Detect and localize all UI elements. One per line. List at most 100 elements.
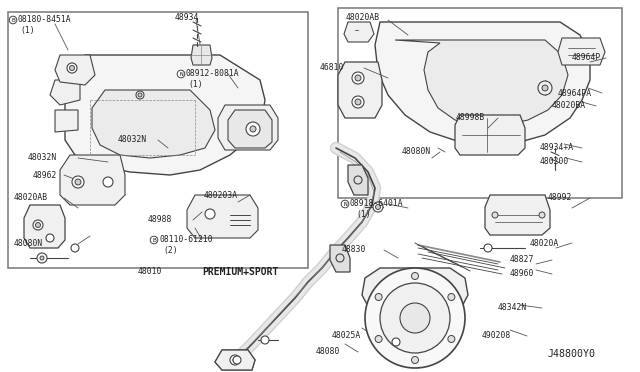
Circle shape [246,122,260,136]
Circle shape [365,268,465,368]
Text: 48830: 48830 [342,246,366,254]
Text: 08180-8451A: 08180-8451A [18,16,72,25]
Polygon shape [65,55,265,175]
Polygon shape [191,45,212,65]
Text: 48934+A: 48934+A [540,144,574,153]
Text: 48960: 48960 [510,269,534,279]
Text: 46810: 46810 [320,64,344,73]
Circle shape [380,283,450,353]
Circle shape [412,356,419,363]
Text: 48032N: 48032N [28,154,57,163]
Text: 08110-61210: 08110-61210 [159,235,212,244]
Text: 48020BA: 48020BA [552,102,586,110]
Text: B: B [11,17,15,22]
Text: 08918-6401A: 08918-6401A [350,199,404,208]
Text: (1): (1) [20,26,35,35]
Circle shape [375,294,382,301]
Text: 48964P: 48964P [572,54,601,62]
Text: 480203A: 480203A [204,190,238,199]
Text: 48827: 48827 [510,256,534,264]
Circle shape [233,356,241,364]
Text: 48025A: 48025A [332,331,361,340]
Polygon shape [395,40,568,125]
Circle shape [392,338,400,346]
Circle shape [37,253,47,263]
Polygon shape [55,110,78,132]
Polygon shape [187,195,258,238]
Polygon shape [215,350,255,370]
Circle shape [138,93,142,97]
Circle shape [355,75,361,81]
Circle shape [150,236,158,244]
Text: 48342N: 48342N [498,304,527,312]
Polygon shape [55,55,95,85]
Polygon shape [485,195,550,235]
Text: PREMIUM+SPORT: PREMIUM+SPORT [202,267,278,277]
Text: 48020AB: 48020AB [346,13,380,22]
Circle shape [35,222,40,228]
Circle shape [250,126,256,132]
Text: 48964PA: 48964PA [558,89,592,97]
Circle shape [448,294,455,301]
Polygon shape [215,350,255,370]
Text: 48020A: 48020A [530,238,559,247]
Polygon shape [50,80,80,105]
Circle shape [492,212,498,218]
Text: 48080: 48080 [316,347,340,356]
Circle shape [230,355,240,365]
Polygon shape [558,38,605,65]
Circle shape [75,179,81,185]
Text: 48992: 48992 [548,193,572,202]
Circle shape [40,256,44,260]
Text: N: N [343,202,347,206]
Text: 48998B: 48998B [456,113,485,122]
Circle shape [205,209,215,219]
Circle shape [355,99,361,105]
Text: N: N [179,71,183,77]
Text: 48080N: 48080N [402,148,431,157]
Polygon shape [338,62,382,118]
Circle shape [177,70,185,78]
Text: (1): (1) [188,80,203,89]
Circle shape [354,176,362,184]
Circle shape [71,244,79,252]
Circle shape [103,177,113,187]
Text: 48010: 48010 [138,267,163,276]
Circle shape [373,202,383,212]
Circle shape [539,212,545,218]
Bar [338,8,622,198]
Circle shape [448,336,455,343]
Text: 480200: 480200 [540,157,569,167]
Circle shape [70,65,74,71]
Circle shape [538,81,552,95]
Text: (1): (1) [356,209,371,218]
Circle shape [484,244,492,252]
Text: 48988: 48988 [148,215,172,224]
Text: 490208: 490208 [482,331,511,340]
Polygon shape [330,245,350,272]
Text: B: B [152,237,156,243]
Text: J48800Y0: J48800Y0 [548,349,596,359]
Text: 48962: 48962 [33,170,58,180]
Polygon shape [455,115,525,155]
Circle shape [9,16,17,24]
Circle shape [33,220,43,230]
Bar [8,12,308,268]
Circle shape [376,205,381,209]
Polygon shape [375,22,590,145]
Circle shape [136,91,144,99]
Text: 48934: 48934 [175,13,200,22]
Polygon shape [60,155,125,205]
Circle shape [400,303,430,333]
Text: 48032N: 48032N [118,135,147,144]
Circle shape [72,176,84,188]
Circle shape [352,72,364,84]
Text: 08912-8081A: 08912-8081A [186,70,239,78]
Text: (2): (2) [163,246,178,254]
Circle shape [261,336,269,344]
Polygon shape [344,22,374,42]
Polygon shape [348,165,368,195]
Polygon shape [92,90,215,158]
Circle shape [336,254,344,262]
Circle shape [341,200,349,208]
